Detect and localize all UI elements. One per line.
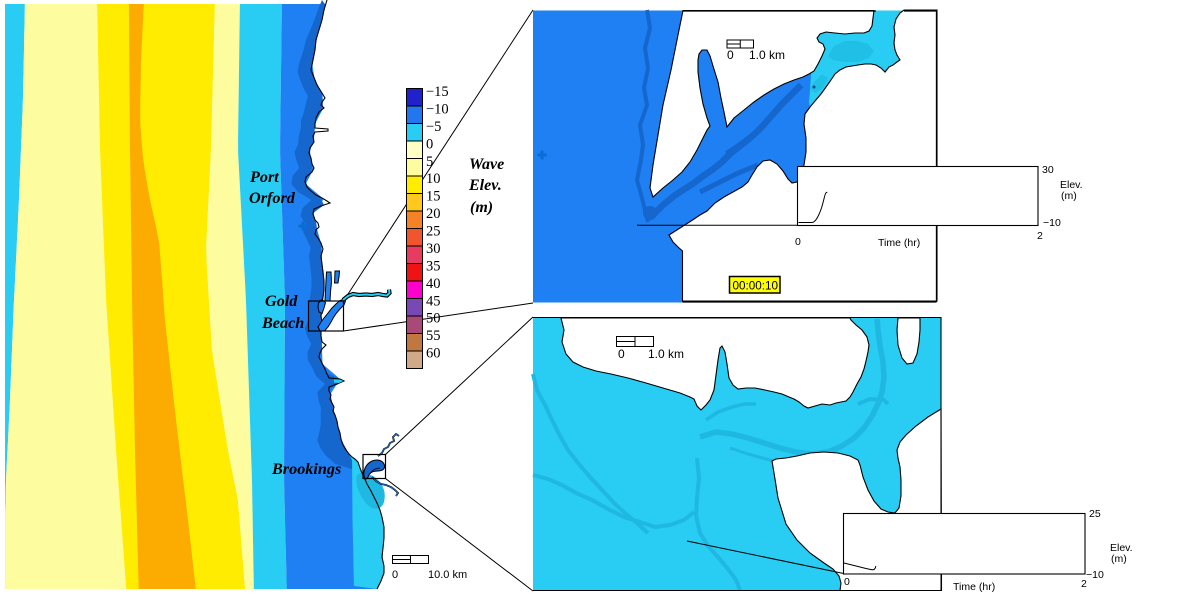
svg-text:Time (hr): Time (hr) — [953, 581, 995, 593]
svg-text:Gold: Gold — [265, 292, 298, 310]
svg-text:1.0 km: 1.0 km — [648, 347, 684, 361]
svg-text:1.0 km: 1.0 km — [749, 48, 785, 62]
svg-text:−10: −10 — [1086, 569, 1104, 581]
svg-text:−10: −10 — [426, 101, 449, 117]
svg-text:Port: Port — [249, 168, 279, 186]
svg-text:Beach: Beach — [261, 314, 304, 332]
svg-text:0: 0 — [618, 347, 625, 361]
svg-text:60: 60 — [426, 346, 441, 362]
svg-text:(m): (m) — [1111, 553, 1127, 565]
svg-text:5: 5 — [426, 154, 433, 170]
svg-text:Orford: Orford — [249, 189, 296, 207]
svg-text:30: 30 — [426, 241, 441, 257]
svg-text:10.0 km: 10.0 km — [428, 569, 467, 581]
svg-text:2: 2 — [1037, 230, 1043, 242]
svg-text:(m): (m) — [1061, 190, 1077, 202]
svg-text:30: 30 — [1042, 164, 1054, 176]
svg-text:25: 25 — [1089, 508, 1101, 520]
svg-text:35: 35 — [426, 258, 441, 274]
svg-text:40: 40 — [426, 276, 441, 292]
svg-text:−5: −5 — [426, 119, 441, 135]
svg-text:Elev.: Elev. — [1110, 542, 1133, 554]
svg-text:Elev.: Elev. — [1060, 179, 1083, 191]
svg-text:25: 25 — [426, 224, 441, 240]
svg-text:−10: −10 — [1043, 217, 1061, 229]
svg-text:0: 0 — [795, 236, 801, 248]
svg-text:(m): (m) — [470, 199, 493, 216]
svg-text:0: 0 — [844, 576, 850, 588]
svg-text:0: 0 — [727, 48, 734, 62]
svg-text:55: 55 — [426, 328, 441, 344]
svg-text:Time (hr): Time (hr) — [878, 237, 920, 249]
svg-text:−15: −15 — [426, 84, 449, 100]
svg-text:2: 2 — [1081, 578, 1087, 590]
svg-text:0: 0 — [392, 569, 398, 581]
svg-text:10: 10 — [426, 171, 441, 187]
svg-text:Brookings: Brookings — [271, 460, 341, 478]
svg-text:15: 15 — [426, 189, 441, 205]
svg-text:50: 50 — [426, 311, 441, 327]
svg-text:Elev.: Elev. — [468, 177, 502, 194]
svg-text:Wave: Wave — [469, 156, 504, 173]
svg-text:20: 20 — [426, 206, 441, 222]
svg-text:00:00:10: 00:00:10 — [733, 280, 779, 293]
svg-text:45: 45 — [426, 293, 441, 309]
svg-text:0: 0 — [426, 136, 433, 152]
